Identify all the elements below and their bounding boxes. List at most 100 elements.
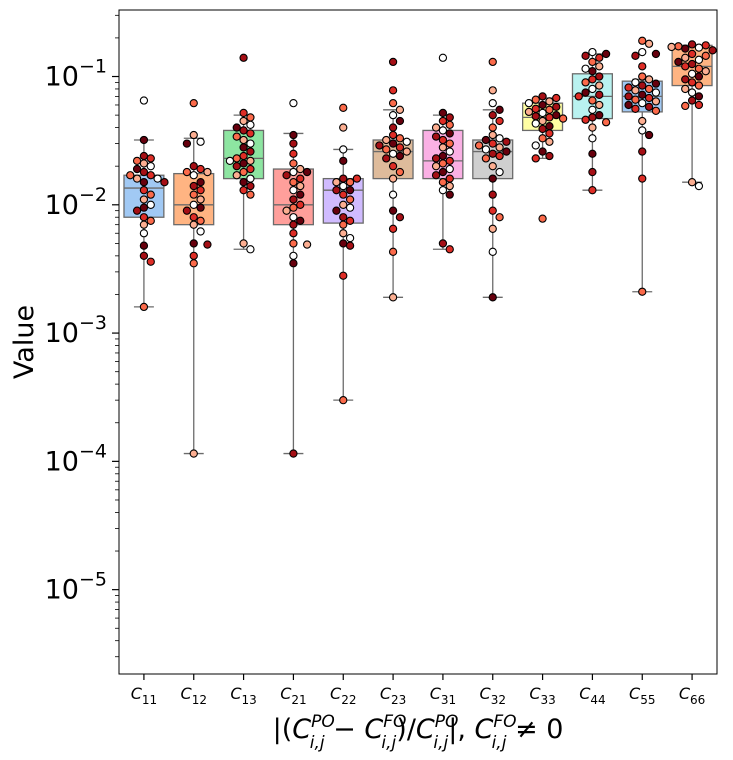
data-point [438, 151, 448, 161]
data-point [289, 167, 298, 177]
data-point [382, 135, 391, 145]
data-point [345, 186, 355, 195]
data-point [588, 105, 597, 114]
points-C33 [524, 92, 568, 223]
data-point [289, 139, 298, 148]
data-point [302, 240, 312, 249]
data-point [388, 190, 398, 199]
data-point [339, 156, 348, 166]
data-point [538, 92, 547, 101]
data-point [644, 39, 654, 48]
data-point [345, 241, 355, 250]
data-point [246, 245, 255, 254]
x-tick-label: C12 [181, 684, 207, 707]
data-point [708, 46, 717, 55]
data-point [595, 72, 604, 81]
data-point [438, 167, 448, 177]
data-point [524, 98, 534, 108]
data-point [246, 174, 255, 183]
data-point [146, 257, 155, 266]
data-point [289, 98, 298, 108]
data-point [139, 302, 149, 312]
data-point [674, 57, 683, 67]
data-point [481, 145, 491, 154]
data-point [687, 96, 697, 105]
data-point [189, 213, 198, 222]
data-point [239, 135, 248, 145]
data-point [701, 67, 710, 76]
data-point [388, 293, 398, 302]
data-point [296, 164, 305, 174]
data-point [538, 134, 547, 143]
data-point [189, 239, 198, 248]
data-point [388, 98, 398, 108]
data-point [488, 110, 497, 120]
data-point [339, 229, 348, 238]
data-point [345, 216, 355, 225]
y-axis-title: Value [9, 305, 40, 379]
data-point [431, 123, 441, 132]
data-point [239, 186, 248, 195]
data-point [402, 147, 411, 156]
data-point [638, 62, 647, 71]
data-point [488, 139, 497, 148]
data-point [651, 106, 661, 115]
data-point [345, 233, 355, 243]
data-point [339, 181, 348, 191]
data-point [382, 154, 391, 163]
data-point [189, 181, 198, 191]
data-point [189, 162, 198, 171]
data-point [146, 190, 155, 199]
data-point [588, 186, 597, 195]
data-point [538, 214, 547, 223]
data-point [644, 130, 654, 140]
data-point [153, 174, 162, 183]
data-point [289, 186, 298, 195]
data-point [588, 134, 597, 143]
plot-area [119, 10, 717, 674]
data-point [681, 53, 690, 62]
data-point [239, 239, 248, 248]
data-point [339, 174, 348, 183]
points-C11 [126, 96, 169, 312]
data-point [631, 51, 640, 60]
data-point [352, 174, 362, 183]
data-point [246, 139, 255, 148]
data-point [545, 105, 554, 114]
data-point [531, 104, 540, 113]
data-point [538, 147, 547, 156]
data-point [651, 88, 661, 97]
data-point [445, 164, 454, 174]
data-point [438, 108, 448, 118]
data-point [232, 123, 241, 132]
data-point [438, 186, 448, 195]
data-point [495, 167, 504, 177]
data-point [332, 178, 341, 187]
data-point [189, 259, 198, 268]
data-point [488, 190, 497, 199]
data-point [638, 81, 647, 90]
points-C21 [282, 98, 312, 458]
data-point [588, 96, 597, 105]
data-point [581, 115, 590, 124]
data-point [445, 245, 454, 254]
data-point [139, 186, 149, 195]
data-point [289, 449, 298, 458]
points-C44 [574, 47, 611, 195]
data-point [246, 113, 255, 122]
data-point [531, 95, 540, 104]
data-point [246, 156, 255, 166]
data-point [339, 145, 348, 154]
data-point [588, 149, 597, 158]
data-point [289, 178, 298, 187]
data-point [687, 69, 697, 78]
data-point [382, 145, 391, 154]
data-point [132, 164, 142, 174]
data-point [395, 167, 405, 177]
data-point [189, 171, 198, 180]
data-point [474, 141, 484, 150]
data-point [694, 72, 704, 81]
data-point [588, 84, 597, 94]
data-point [239, 126, 248, 135]
data-point [674, 42, 683, 51]
